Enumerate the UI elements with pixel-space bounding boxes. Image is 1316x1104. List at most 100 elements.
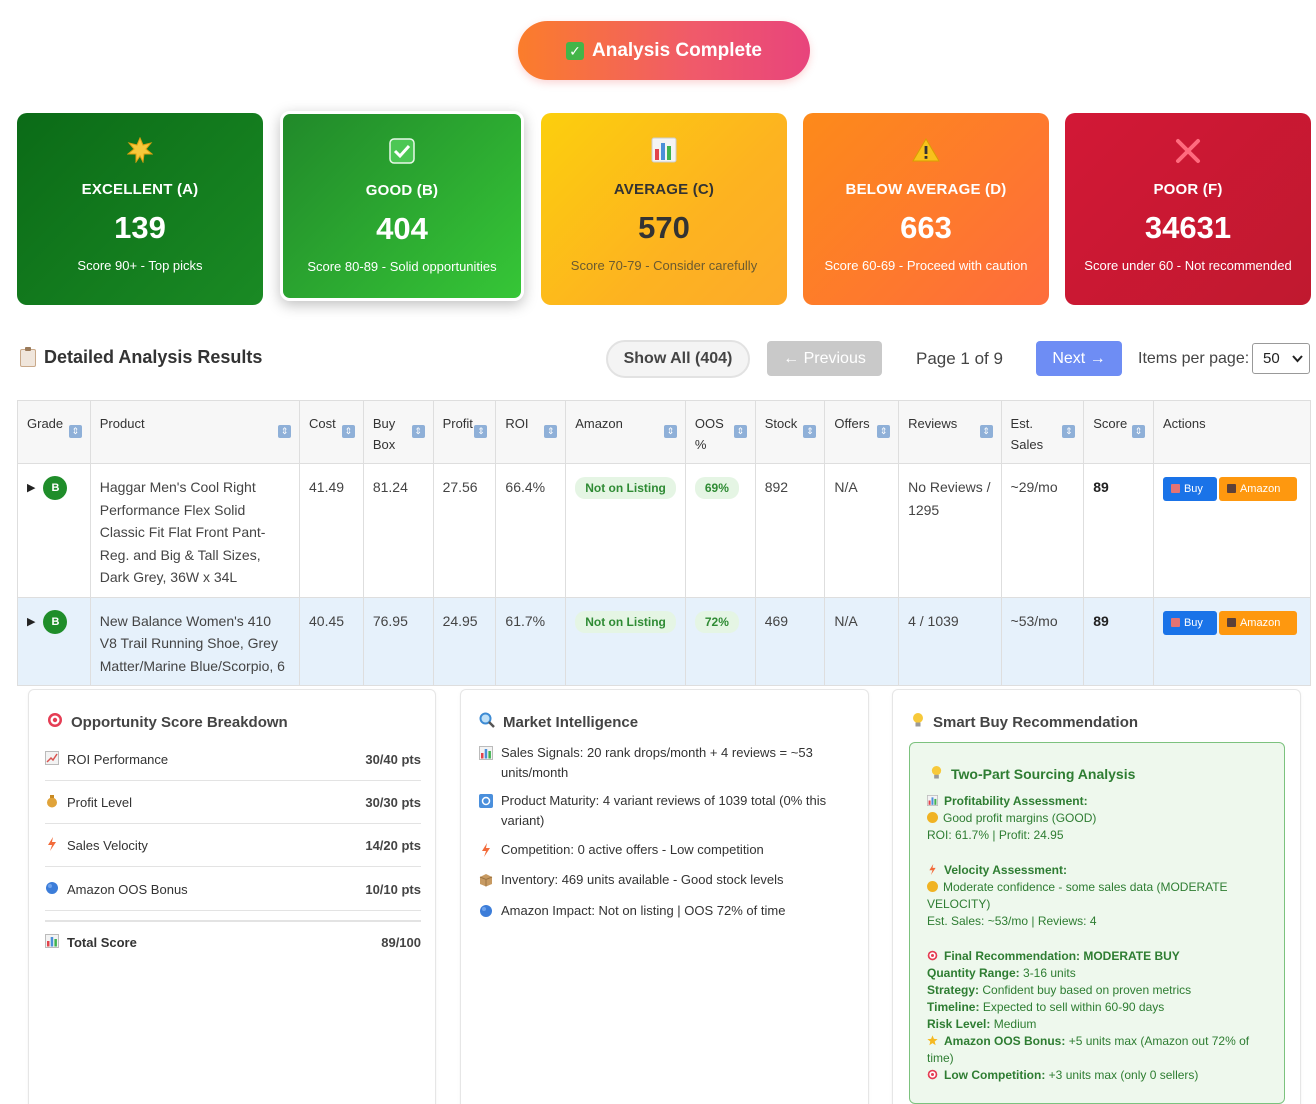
previous-button[interactable]: ← Previous (767, 341, 882, 376)
items-per-page-select[interactable]: 50 (1252, 343, 1310, 374)
grade-card-below-average[interactable]: BELOW AVERAGE (D) 663 Score 60-69 - Proc… (803, 113, 1049, 305)
total-score-row: Total Score 89/100 (45, 920, 421, 963)
sort-icon[interactable]: ⇕ (411, 425, 425, 438)
buy-button[interactable]: Buy (1162, 610, 1217, 635)
sort-icon[interactable]: ⇕ (803, 425, 817, 438)
header-grade[interactable]: Grade ⇕ (17, 400, 91, 464)
lightbulb-icon (930, 765, 943, 783)
sort-icon[interactable]: ⇕ (979, 425, 993, 438)
check-icon: ✓ (566, 41, 584, 60)
buybox-cell: 81.24 (362, 463, 434, 598)
lowcomp-value: +3 units max (only 0 sellers) (1048, 1068, 1199, 1082)
table-row[interactable]: ▶ B New Balance Women's 410 V8 Trail Runn… (17, 596, 1312, 686)
velocity-head: Velocity Assessment: (944, 863, 1067, 877)
market-item-text: Sales Signals: 20 rank drops/month + 4 r… (501, 745, 813, 780)
actions-cell: Buy Amazon (1152, 596, 1312, 686)
grade-cell[interactable]: ▶ B (17, 463, 91, 598)
sort-icon[interactable]: ⇕ (877, 425, 891, 438)
product-cell: Haggar Men's Cool Right Performance Flex… (89, 463, 301, 598)
card-label: BELOW AVERAGE (D) (845, 181, 1007, 198)
market-intelligence-panel: Market Intelligence Sales Signals: 20 ra… (460, 689, 869, 1104)
header-buybox[interactable]: Buy Box ⇕ (362, 400, 434, 464)
breakdown-row: Profit Level 30/30 pts (45, 781, 421, 824)
header-label: Offers (834, 416, 870, 431)
header-profit[interactable]: Profit ⇕ (432, 400, 497, 464)
book-icon (1226, 617, 1236, 627)
sort-icon[interactable]: ⇕ (544, 425, 558, 438)
amazon-label: Amazon (1239, 483, 1281, 495)
header-amazon[interactable]: Amazon ⇕ (565, 400, 686, 464)
header-label: Stock (764, 416, 798, 431)
header-product[interactable]: Product ⇕ (89, 400, 301, 464)
grade-card-average[interactable]: AVERAGE (C) 570 Score 70-79 - Consider c… (541, 113, 787, 305)
header-roi[interactable]: ROI ⇕ (495, 400, 567, 464)
bar-chart-icon (651, 137, 677, 167)
items-per-page-value: 50 (1263, 350, 1280, 367)
oos-value: +5 units max (Amazon out 72% of time) (927, 1034, 1250, 1065)
package-icon (479, 873, 493, 887)
header-est-sales[interactable]: Est. Sales ⇕ (1000, 400, 1085, 464)
breakdown-row: Sales Velocity 14/20 pts (45, 824, 421, 867)
show-all-button[interactable]: Show All (404) (606, 340, 750, 378)
card-count: 570 (638, 210, 690, 245)
sort-icon[interactable]: ⇕ (663, 425, 677, 438)
header-label: Actions (1162, 416, 1206, 431)
header-label: Buy Box (372, 416, 396, 452)
grade-badge: B (43, 476, 68, 501)
header-reviews[interactable]: Reviews ⇕ (898, 400, 1002, 464)
breakdown-value: 10/10 pts (365, 881, 421, 897)
profit-cell: 27.56 (432, 463, 497, 598)
trend-chart-icon (45, 750, 59, 768)
sort-icon[interactable]: ⇕ (474, 425, 488, 438)
globe-icon (479, 904, 493, 918)
strategy-value: Confident buy based on proven metrics (982, 983, 1192, 997)
header-stock[interactable]: Stock ⇕ (754, 400, 826, 464)
qty-value: 3-16 units (1023, 966, 1076, 980)
header-label: Amazon (575, 416, 623, 431)
next-button[interactable]: Next → (1036, 341, 1122, 376)
market-item-text: Amazon Impact: Not on listing | OOS 72% … (501, 903, 786, 918)
sort-icon[interactable]: ⇕ (341, 425, 355, 438)
grade-badge: B (43, 609, 68, 634)
grade-card-poor[interactable]: POOR (F) 34631 Score under 60 - Not reco… (1065, 113, 1311, 305)
profit-cell: 24.95 (432, 596, 497, 686)
amazon-button[interactable]: Amazon (1218, 610, 1297, 635)
table-row[interactable]: ▶ B Haggar Men's Cool Right Performance F… (17, 463, 1312, 598)
stock-cell: 469 (754, 596, 826, 686)
header-oos[interactable]: OOS % ⇕ (684, 400, 756, 464)
offers-cell: N/A (824, 463, 900, 598)
market-item: Amazon Impact: Not on listing | OOS 72% … (479, 901, 851, 921)
lightning-icon (45, 836, 59, 854)
header-score[interactable]: Score ⇕ (1083, 400, 1154, 464)
header-label: OOS % (694, 416, 724, 452)
amazon-status-badge: Not on Listing (575, 477, 676, 499)
amazon-cell: Not on Listing (565, 463, 686, 598)
profit-head: Profitability Assessment: (944, 794, 1088, 808)
grade-card-good[interactable]: GOOD (B) 404 Score 80-89 - Solid opportu… (280, 111, 524, 301)
card-count: 34631 (1144, 210, 1232, 245)
sort-icon[interactable]: ⇕ (733, 425, 747, 438)
money-bag-icon (45, 794, 59, 811)
sort-icon[interactable]: ⇕ (278, 425, 291, 438)
grade-card-excellent[interactable]: EXCELLENT (A) 139 Score 90+ - Top picks (17, 113, 263, 305)
cross-icon (1174, 137, 1202, 167)
breakdown-row: Amazon OOS Bonus 10/10 pts (45, 868, 421, 911)
expand-triangle-icon[interactable]: ▶ (27, 482, 36, 495)
actions-cell: Buy Amazon (1152, 463, 1312, 598)
oos-cell: 69% (684, 463, 756, 598)
panel-title: Smart Buy Recommendation (911, 712, 1138, 732)
expand-triangle-icon[interactable]: ▶ (27, 615, 36, 628)
sort-icon[interactable]: ⇕ (1062, 425, 1076, 438)
grade-cell[interactable]: ▶ B (17, 596, 91, 686)
panel-title-text: Market Intelligence (503, 713, 639, 731)
total-label: Total Score (67, 935, 137, 950)
breakdown-label: Profit Level (67, 794, 133, 810)
buy-button[interactable]: Buy (1162, 477, 1217, 501)
header-offers[interactable]: Offers ⇕ (824, 400, 900, 464)
sort-icon[interactable]: ⇕ (1131, 425, 1145, 438)
sort-icon[interactable]: ⇕ (68, 425, 82, 438)
header-label: Cost (309, 416, 336, 431)
header-cost[interactable]: Cost ⇕ (299, 400, 364, 464)
amazon-button[interactable]: Amazon (1218, 477, 1297, 501)
target-icon (927, 949, 938, 961)
